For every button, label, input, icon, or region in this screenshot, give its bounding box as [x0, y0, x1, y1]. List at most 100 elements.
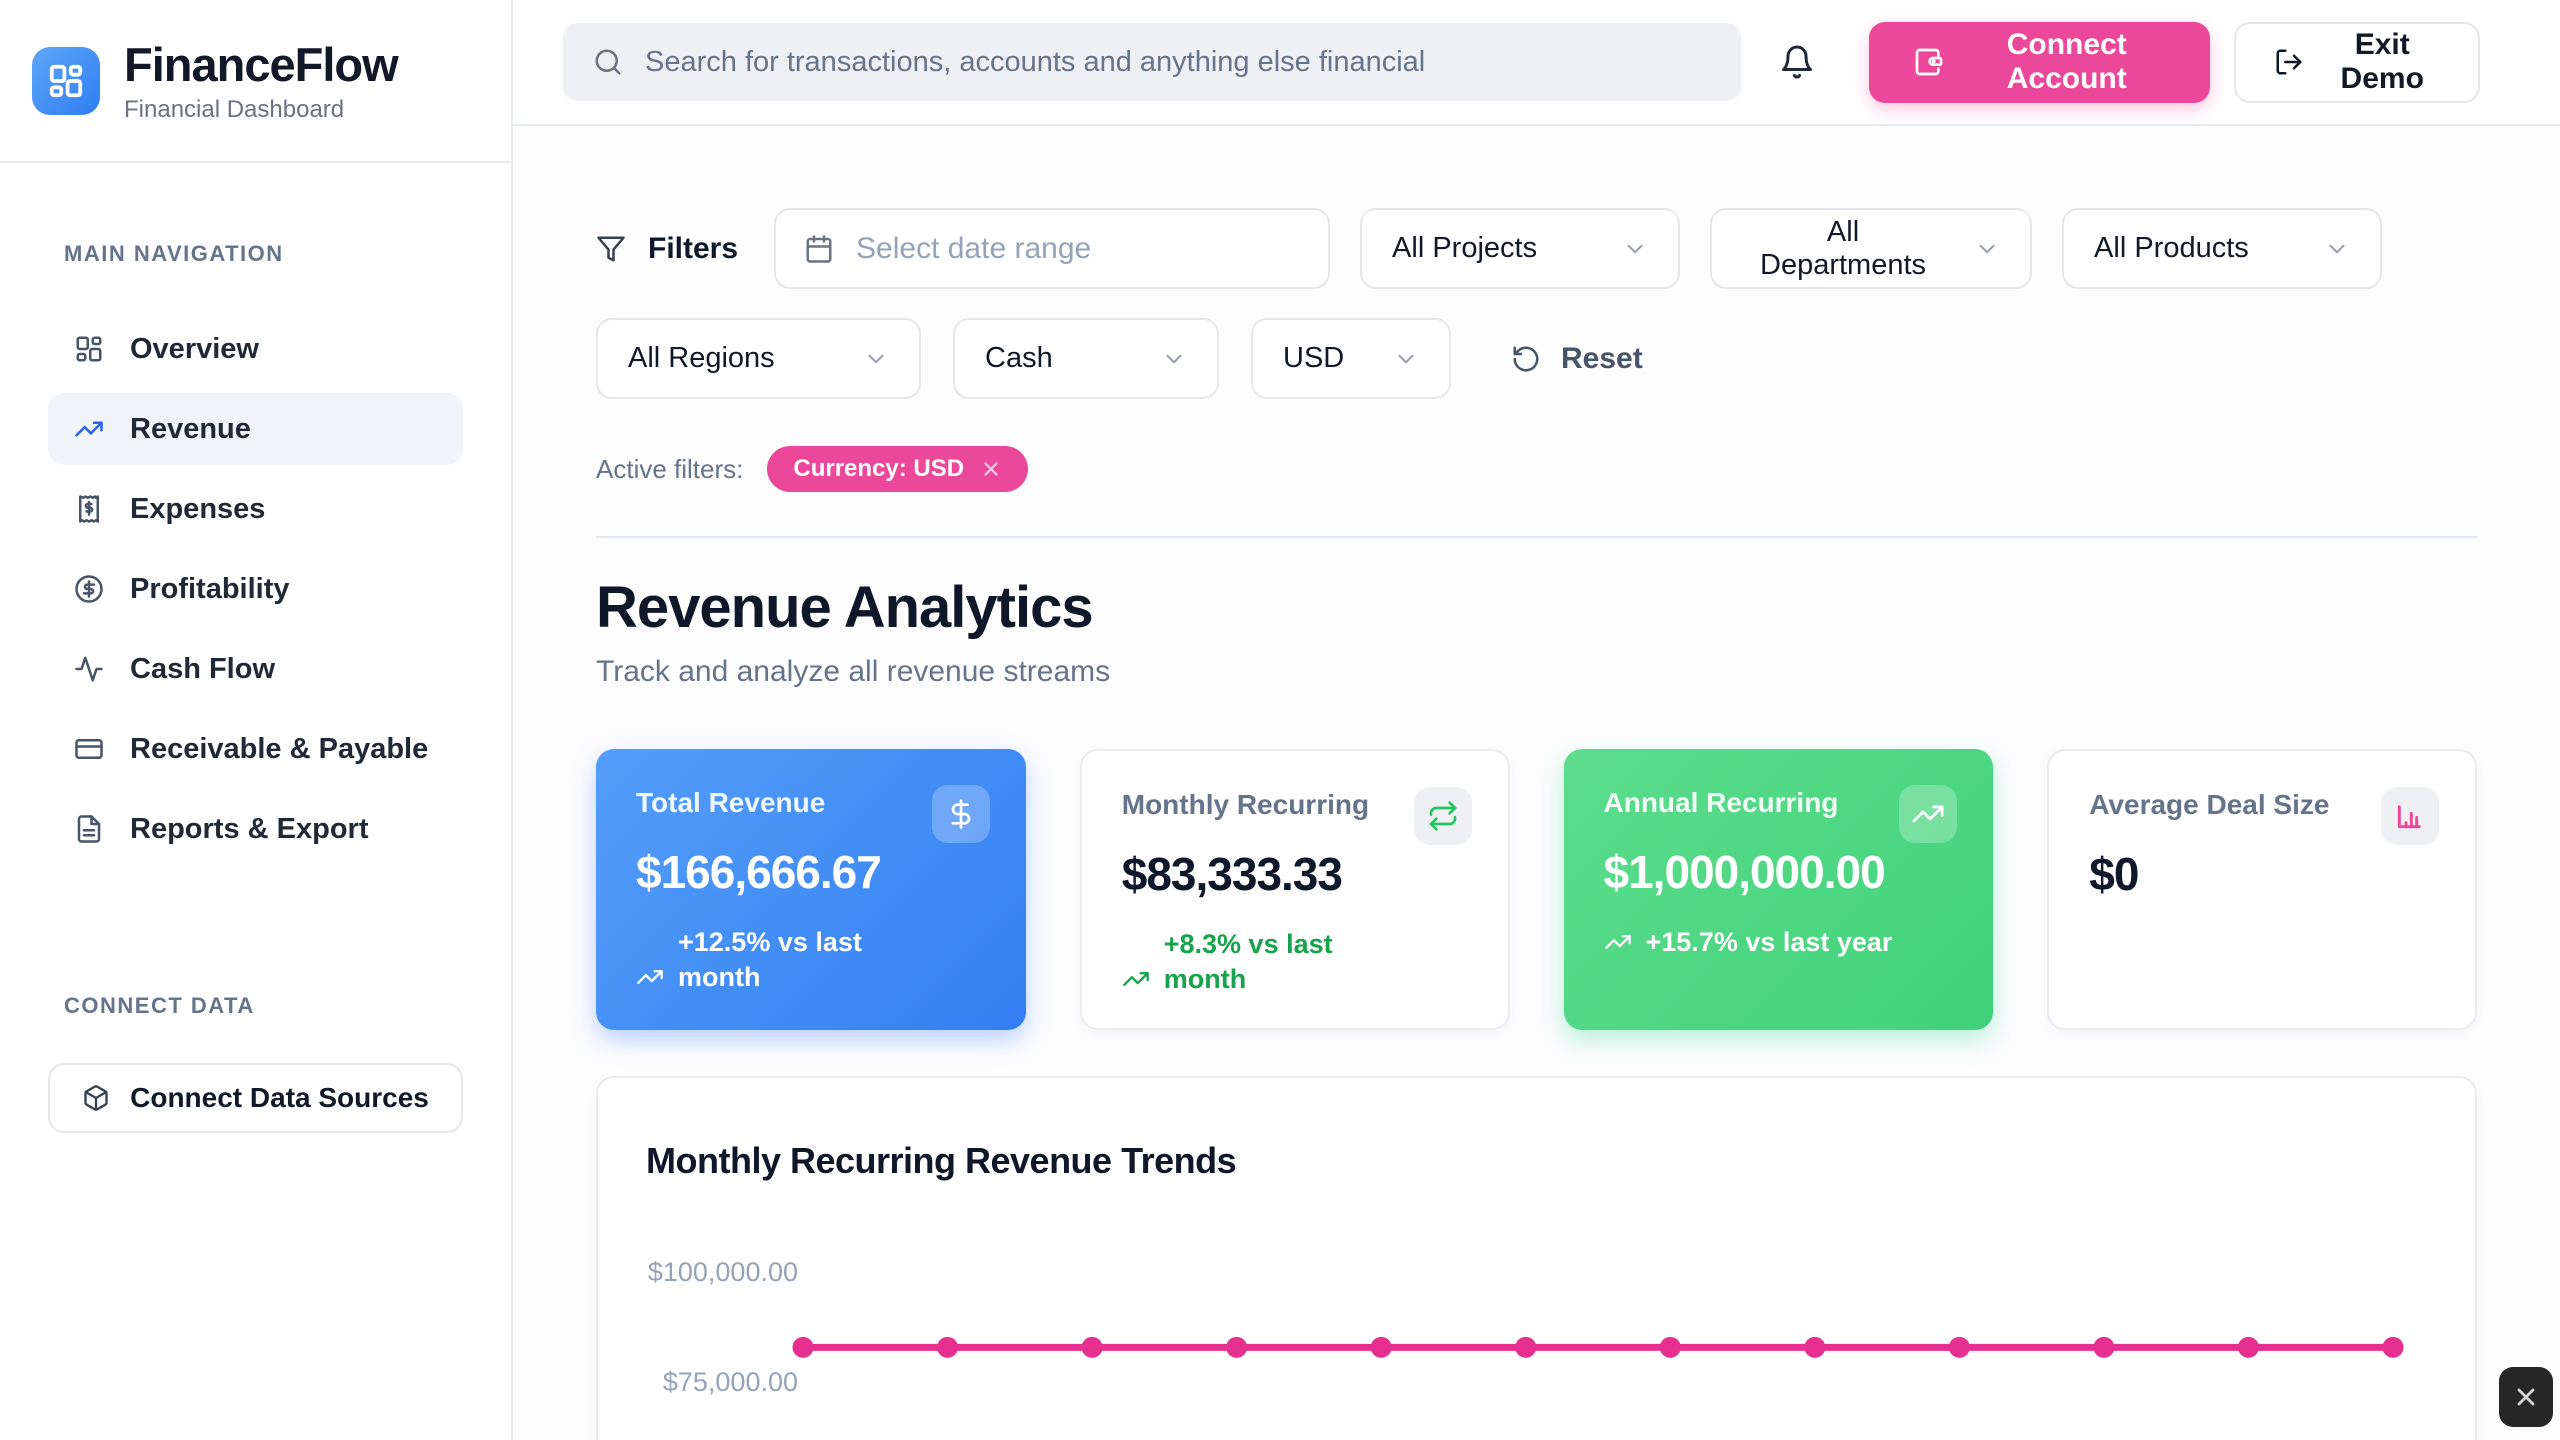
package-icon — [82, 1084, 110, 1112]
date-range-field[interactable] — [774, 208, 1331, 289]
trending-up-icon — [1122, 965, 1150, 993]
metric-value: $166,666.67 — [636, 846, 882, 898]
repeat-icon — [1413, 787, 1472, 845]
date-range-input[interactable] — [856, 231, 1301, 266]
filters-row-1: Filters All Projects All Departments All… — [596, 208, 2477, 289]
y-axis-tick: $75,000.00 — [662, 1367, 798, 1397]
regions-dropdown[interactable]: All Regions — [596, 318, 921, 399]
bell-icon — [1779, 44, 1815, 80]
connect-data-heading: CONNECT DATA — [64, 993, 255, 1018]
top-header: Connect Account Exit Demo — [513, 0, 2560, 126]
file-text-icon — [74, 814, 104, 844]
basis-dropdown[interactable]: Cash — [953, 318, 1219, 399]
connect-data-sources-label: Connect Data Sources — [130, 1082, 429, 1113]
metric-change: +15.7% vs last year — [1604, 925, 1954, 960]
chevron-down-icon — [1161, 346, 1187, 372]
y-axis-tick: $100,000.00 — [647, 1257, 798, 1287]
metric-cards: Total Revenue $166,666.67 +12.5% vs last… — [596, 749, 2477, 1030]
metric-label: Annual Recurring — [1603, 787, 1839, 818]
receipt-icon — [74, 494, 104, 524]
connect-account-button[interactable]: Connect Account — [1869, 21, 2211, 103]
metric-card-average-deal-size: Average Deal Size $0 — [2047, 749, 2477, 1030]
remove-filter-icon[interactable] — [980, 458, 1002, 480]
wallet-icon — [1913, 46, 1945, 78]
exit-demo-button[interactable]: Exit Demo — [2234, 21, 2480, 103]
filters-row-2: All Regions Cash USD Reset — [596, 318, 2477, 399]
chevron-down-icon — [1393, 346, 1419, 372]
departments-dropdown[interactable]: All Departments — [1710, 208, 2033, 289]
data-point[interactable] — [1515, 1336, 1537, 1358]
close-icon — [2512, 1383, 2540, 1411]
trending-up-icon — [636, 963, 664, 991]
filters-label: Filters — [596, 232, 738, 266]
metric-label: Average Deal Size — [2089, 789, 2330, 820]
log-out-icon — [2274, 47, 2304, 77]
close-overlay-button[interactable] — [2499, 1367, 2553, 1427]
sidebar-item-cash-flow[interactable]: Cash Flow — [48, 633, 463, 705]
trending-up-icon — [1604, 928, 1632, 956]
data-point[interactable] — [1948, 1336, 1970, 1358]
exit-demo-label: Exit Demo — [2340, 28, 2424, 95]
chevron-down-icon — [2324, 236, 2350, 262]
sidebar-item-receivable-payable[interactable]: Receivable & Payable — [48, 713, 463, 785]
chevron-down-icon — [1622, 236, 1648, 262]
sidebar-item-profitability[interactable]: Profitability — [48, 553, 463, 625]
data-point[interactable] — [2382, 1336, 2404, 1358]
projects-dropdown[interactable]: All Projects — [1360, 208, 1681, 289]
chevron-down-icon — [1974, 236, 2000, 262]
mrr-trends-chart-card: Monthly Recurring Revenue Trends $100,00… — [596, 1076, 2477, 1440]
active-filters-label: Active filters: — [596, 453, 744, 484]
circle-dollar-icon — [74, 574, 104, 604]
data-point[interactable] — [2237, 1336, 2259, 1358]
brand: FinanceFlow Financial Dashboard — [0, 0, 511, 163]
sidebar: FinanceFlow Financial Dashboard MAIN NAV… — [0, 0, 513, 1440]
currency-filter-chip[interactable]: Currency: USD — [767, 446, 1029, 492]
metric-change: +12.5% vs last month — [636, 925, 916, 995]
metric-card-monthly-recurring: Monthly Recurring $83,333.33 +8.3% vs la… — [1079, 749, 1510, 1030]
search-bar[interactable] — [563, 23, 1741, 101]
sidebar-item-label: Revenue — [130, 412, 251, 445]
nav-heading: MAIN NAVIGATION — [64, 241, 284, 266]
reset-filters-button[interactable]: Reset — [1511, 342, 1643, 376]
data-point[interactable] — [1804, 1336, 1826, 1358]
metric-label: Total Revenue — [636, 787, 826, 818]
currency-dropdown[interactable]: USD — [1251, 318, 1451, 399]
sidebar-item-revenue[interactable]: Revenue — [48, 393, 463, 465]
metric-value: $0 — [2089, 848, 2139, 900]
rotate-ccw-icon — [1511, 344, 1541, 374]
sidebar-item-label: Reports & Export — [130, 812, 369, 845]
data-point[interactable] — [937, 1336, 959, 1358]
data-point[interactable] — [2093, 1336, 2115, 1358]
connect-account-label: Connect Account — [2006, 28, 2127, 95]
search-input[interactable] — [645, 45, 1711, 79]
dollar-sign-icon — [931, 785, 990, 843]
connect-data-sources-button[interactable]: Connect Data Sources — [48, 1063, 463, 1133]
brand-name: FinanceFlow — [124, 38, 399, 91]
data-point[interactable] — [1226, 1336, 1248, 1358]
data-point[interactable] — [792, 1336, 814, 1358]
metric-card-total-revenue: Total Revenue $166,666.67 +12.5% vs last… — [596, 749, 1026, 1030]
sidebar-item-overview[interactable]: Overview — [48, 313, 463, 385]
metric-value: $83,333.33 — [1121, 848, 1343, 900]
metric-label: Monthly Recurring — [1121, 789, 1370, 820]
chart-title: Monthly Recurring Revenue Trends — [646, 1140, 1237, 1181]
activity-icon — [74, 654, 104, 684]
metric-card-annual-recurring: Annual Recurring $1,000,000.00 +15.7% vs… — [1563, 749, 1994, 1030]
trending-up-icon — [74, 414, 104, 444]
data-point[interactable] — [1659, 1336, 1681, 1358]
credit-card-icon — [74, 734, 104, 764]
products-dropdown[interactable]: All Products — [2062, 208, 2383, 289]
page-subtitle: Track and analyze all revenue streams — [596, 655, 1111, 688]
section-divider — [596, 536, 2477, 538]
data-point[interactable] — [1370, 1336, 1392, 1358]
sidebar-item-reports-export[interactable]: Reports & Export — [48, 793, 463, 865]
dashboard-icon — [74, 334, 104, 364]
sidebar-item-expenses[interactable]: Expenses — [48, 473, 463, 545]
sidebar-item-label: Profitability — [130, 572, 290, 605]
sidebar-item-label: Receivable & Payable — [130, 732, 429, 765]
data-point[interactable] — [1081, 1336, 1103, 1358]
trending-up-icon — [1899, 785, 1958, 843]
main-content: Filters All Projects All Departments All… — [513, 126, 2560, 1440]
metric-change: +8.3% vs last month — [1122, 927, 1402, 997]
notifications-button[interactable] — [1773, 38, 1821, 86]
